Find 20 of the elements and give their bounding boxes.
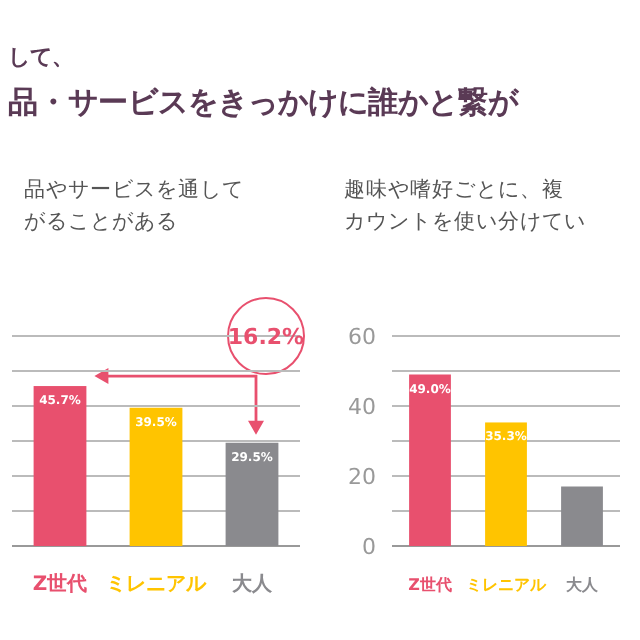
x-tick-label: Z世代 bbox=[32, 572, 88, 596]
chart-title: 品やサービスを通して bbox=[24, 176, 244, 202]
bar bbox=[409, 374, 451, 546]
y-tick-label: 40 bbox=[348, 394, 376, 420]
chart-subtitle: がることがある bbox=[24, 210, 178, 234]
bar bbox=[485, 422, 527, 546]
bar bbox=[561, 486, 603, 546]
chart-title: 趣味や嗜好ごとに、複 bbox=[344, 176, 564, 202]
y-tick-label: 0 bbox=[362, 534, 376, 560]
x-tick-label: 大人 bbox=[230, 572, 274, 596]
text: 品・サービスをきっかけに誰かと繋が bbox=[8, 84, 520, 120]
annotation: 16.2% bbox=[227, 324, 305, 351]
x-tick-label: ミレニアル bbox=[466, 576, 548, 594]
text: して、 bbox=[8, 44, 74, 70]
x-tick-label: ミレニアル bbox=[106, 574, 208, 596]
y-tick-label: 60 bbox=[348, 324, 376, 350]
y-tick-label: 20 bbox=[348, 464, 376, 490]
x-tick-label: 大人 bbox=[566, 576, 600, 594]
x-tick-label: Z世代 bbox=[408, 576, 452, 594]
chart-subtitle: カウントを使い分けてい bbox=[344, 210, 586, 234]
